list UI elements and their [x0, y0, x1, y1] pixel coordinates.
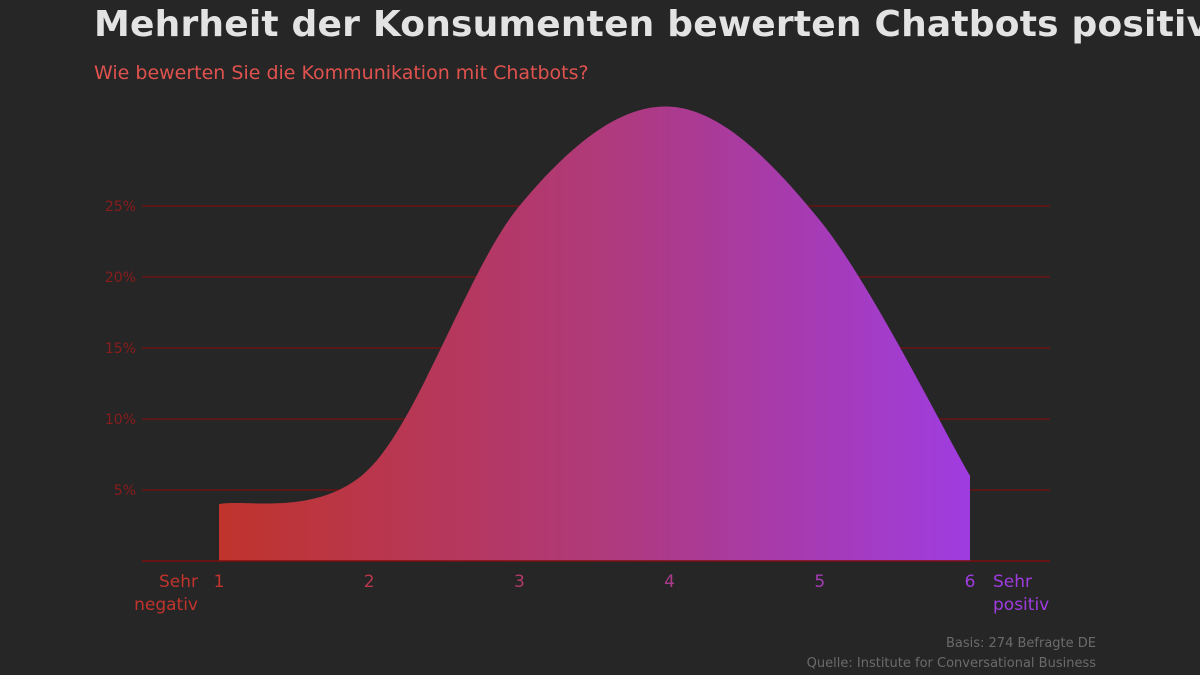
y-tick-label: 25% — [105, 199, 136, 215]
x-tick-label: 4 — [664, 572, 675, 592]
y-tick-label: 15% — [105, 341, 136, 357]
x-tick-label: 5 — [814, 572, 825, 592]
x-tick-label: 1 — [214, 572, 225, 592]
x-tick-label: 2 — [364, 572, 375, 592]
x-tick-label: 3 — [514, 572, 525, 592]
x-tick-labels: 1 2 3 4 5 6 — [214, 572, 976, 592]
end-label-left: Sehr — [159, 572, 198, 592]
chart-subtitle: Wie bewerten Sie die Kommunikation mit C… — [94, 62, 589, 84]
x-end-labels: Sehr negativ Sehr positiv — [134, 572, 1049, 615]
y-tick-label: 10% — [105, 412, 136, 428]
source-quelle: Quelle: Institute for Conversational Bus… — [806, 656, 1096, 671]
y-tick-labels: 5% 10% 15% 20% 25% — [105, 199, 136, 499]
x-tick-label: 6 — [965, 572, 976, 592]
area-series — [219, 106, 970, 561]
y-tick-label: 20% — [105, 270, 136, 286]
end-label-right: Sehr — [993, 572, 1032, 592]
chart-title: Mehrheit der Konsumenten bewerten Chatbo… — [94, 4, 1200, 45]
end-label-left: negativ — [134, 595, 198, 615]
y-tick-label: 5% — [114, 483, 136, 499]
end-label-right: positiv — [993, 595, 1049, 615]
area-path — [219, 106, 970, 561]
source-basis: Basis: 274 Befragte DE — [945, 636, 1096, 651]
